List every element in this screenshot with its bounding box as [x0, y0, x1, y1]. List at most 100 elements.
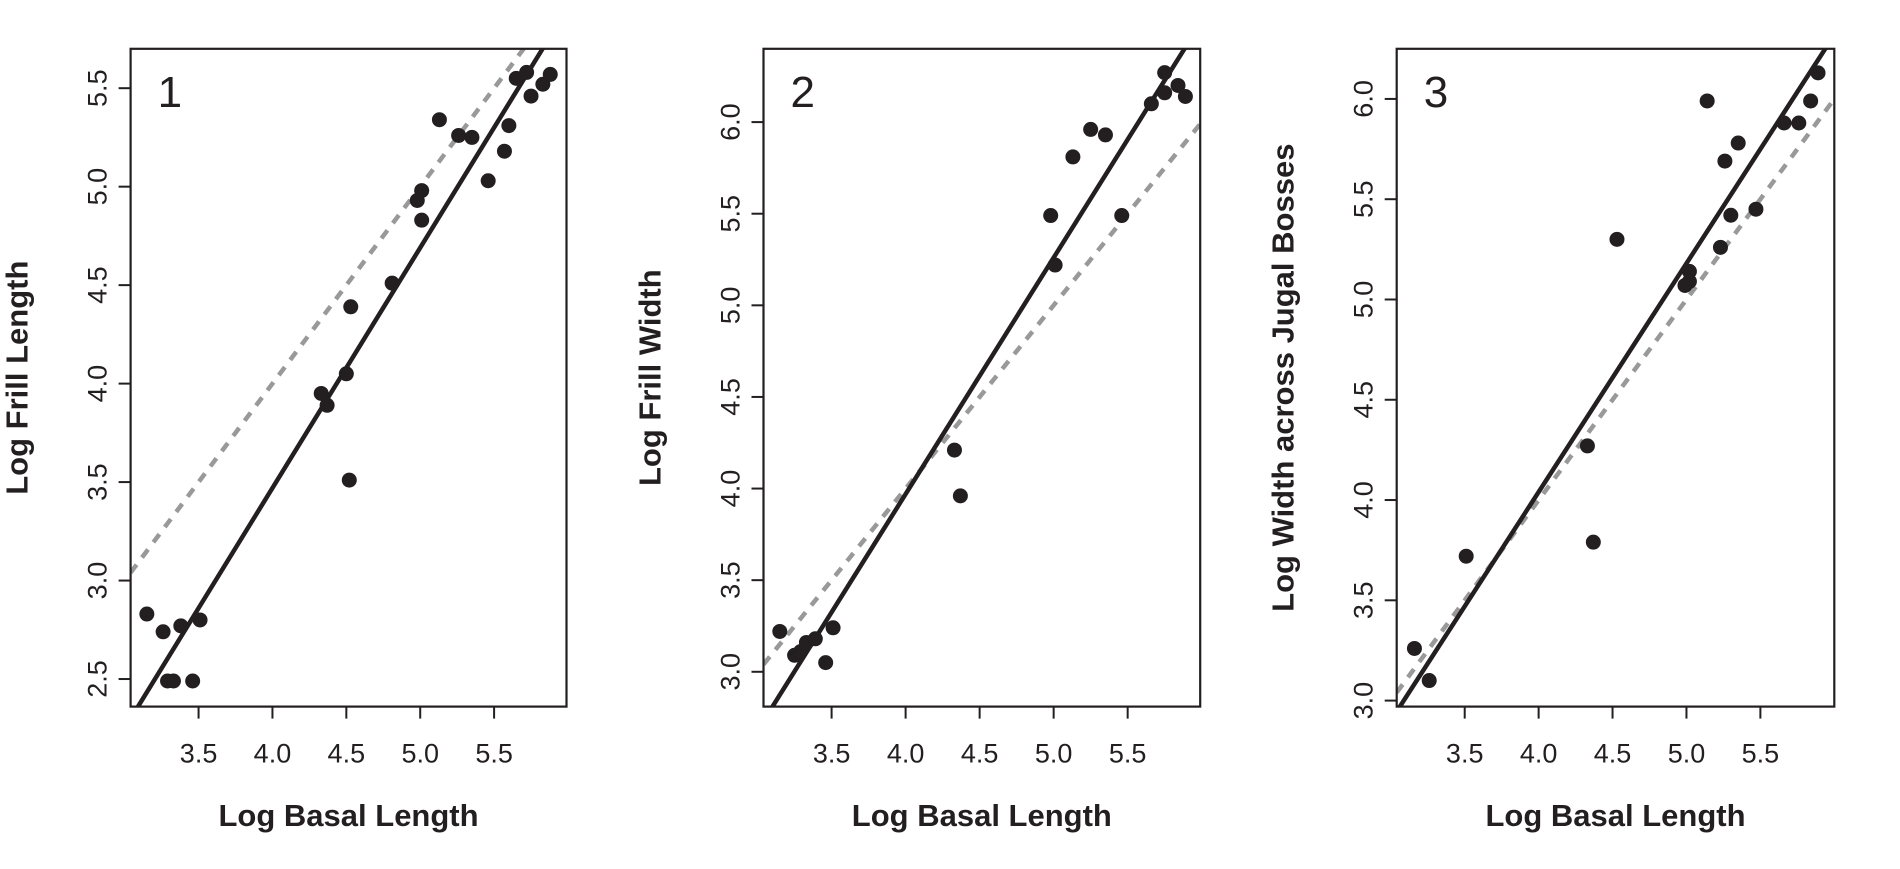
x-axis-label: Log Basal Length [1485, 798, 1745, 833]
data-point [946, 442, 962, 458]
plot-frame [129, 47, 568, 708]
y-tick-label: 3.5 [716, 561, 746, 599]
data-point [1791, 115, 1807, 131]
y-tick-label: 4.0 [83, 365, 113, 403]
x-tick-label: 5.5 [1742, 739, 1780, 769]
data-point [1157, 85, 1173, 101]
panel-3: 3.5 4.0 4.5 5.0 5.5 3.0 3.5 4.0 4.5 5.0 5.5 6.0 Log … [1266, 47, 1836, 833]
y-tick-label: 4.5 [83, 266, 113, 304]
data-point [155, 624, 171, 640]
data-point [1748, 201, 1764, 217]
data-point [772, 623, 788, 639]
y-tick-label: 4.5 [716, 378, 746, 416]
data-point [341, 472, 357, 488]
y-tick-label: 5.0 [83, 168, 113, 206]
y-tick-label: 6.0 [716, 103, 746, 141]
plot-frame [1395, 47, 1836, 708]
data-point [414, 183, 430, 199]
x-tick-label: 4.5 [1594, 739, 1632, 769]
panel-number: 2 [791, 68, 815, 117]
y-tick-label: 4.5 [1349, 381, 1379, 419]
data-point [343, 299, 359, 315]
data-point [192, 612, 208, 628]
data-point [1170, 77, 1186, 93]
data-point [1097, 127, 1113, 143]
data-point [1421, 673, 1437, 689]
y-axis-label: Log Frill Width [633, 269, 668, 486]
y-tick-label: 5.5 [83, 69, 113, 107]
isometry-reference-line [1396, 97, 1835, 694]
regression-line [1397, 48, 1828, 707]
data-point [464, 129, 480, 145]
x-tick-label: 4.5 [961, 739, 999, 769]
panel-2: 3.5 4.0 4.5 5.0 5.5 3.0 3.5 4.0 4.5 5.0 5.5 6.0 Log … [633, 47, 1202, 833]
data-point [501, 118, 517, 134]
x-axis-label: Log Basal Length [219, 798, 479, 833]
isometry-reference-line [763, 122, 1201, 666]
data-point [807, 631, 823, 647]
y-tick-label: 4.0 [716, 470, 746, 508]
data-point [1065, 149, 1081, 165]
y-tick-label: 5.5 [1349, 180, 1379, 218]
data-point [185, 673, 201, 689]
isometry-reference-line [130, 48, 527, 575]
data-point [1776, 115, 1792, 131]
y-tick-label: 5.0 [716, 287, 746, 325]
data-point [1730, 135, 1746, 151]
x-tick-label: 4.0 [254, 739, 292, 769]
panel-number: 3 [1424, 68, 1448, 117]
data-point [523, 88, 539, 104]
data-point [480, 173, 496, 189]
data-point [952, 488, 968, 504]
data-point [1810, 65, 1826, 81]
data-point [313, 385, 329, 401]
y-tick-label: 3.0 [716, 653, 746, 691]
x-tick-label: 5.0 [1035, 739, 1073, 769]
data-point [414, 212, 430, 228]
data-point [1579, 438, 1595, 454]
x-axis-label: Log Basal Length [852, 798, 1112, 833]
panel-number: 1 [158, 68, 182, 117]
y-tick-label: 6.0 [1349, 80, 1379, 118]
x-tick-label: 4.0 [1520, 739, 1558, 769]
data-point [1043, 208, 1059, 224]
data-point [139, 606, 155, 622]
data-point [338, 366, 354, 382]
y-tick-label: 4.0 [1349, 481, 1379, 519]
panel-1: 3.5 4.0 4.5 5.0 5.5 2.5 3.0 3.5 4.0 4.5 5.0 5.5 Log … [0, 47, 568, 833]
y-tick-label: 2.5 [83, 660, 113, 698]
x-tick-label: 5.0 [401, 739, 439, 769]
data-point [1609, 231, 1625, 247]
y-tick-label: 3.0 [1349, 682, 1379, 720]
data-point [1803, 93, 1819, 109]
data-point [1157, 65, 1173, 81]
data-point [1406, 640, 1422, 656]
data-point [1143, 96, 1159, 112]
data-point [431, 112, 447, 128]
data-point [173, 618, 189, 634]
y-tick-label: 3.5 [1349, 582, 1379, 620]
data-point [496, 143, 512, 159]
y-tick-label: 5.0 [1349, 281, 1379, 319]
y-axis-label: Log Frill Length [0, 261, 35, 495]
data-point [1177, 88, 1193, 104]
x-tick-label: 5.5 [475, 739, 513, 769]
data-point [519, 64, 535, 80]
data-point [1699, 93, 1715, 109]
x-tick-label: 3.5 [1446, 739, 1484, 769]
data-point [451, 127, 467, 143]
x-tick-label: 5.0 [1668, 739, 1706, 769]
x-tick-label: 5.5 [1109, 739, 1147, 769]
data-point [1458, 548, 1474, 564]
data-point [1047, 257, 1063, 273]
y-tick-label: 3.5 [83, 463, 113, 501]
regression-line [135, 48, 546, 707]
data-point [319, 397, 335, 413]
x-tick-label: 4.0 [887, 739, 925, 769]
data-point [1585, 534, 1601, 550]
regression-line [769, 48, 1188, 707]
y-tick-label: 3.0 [83, 562, 113, 600]
data-point [1717, 153, 1733, 169]
data-point [384, 275, 400, 291]
